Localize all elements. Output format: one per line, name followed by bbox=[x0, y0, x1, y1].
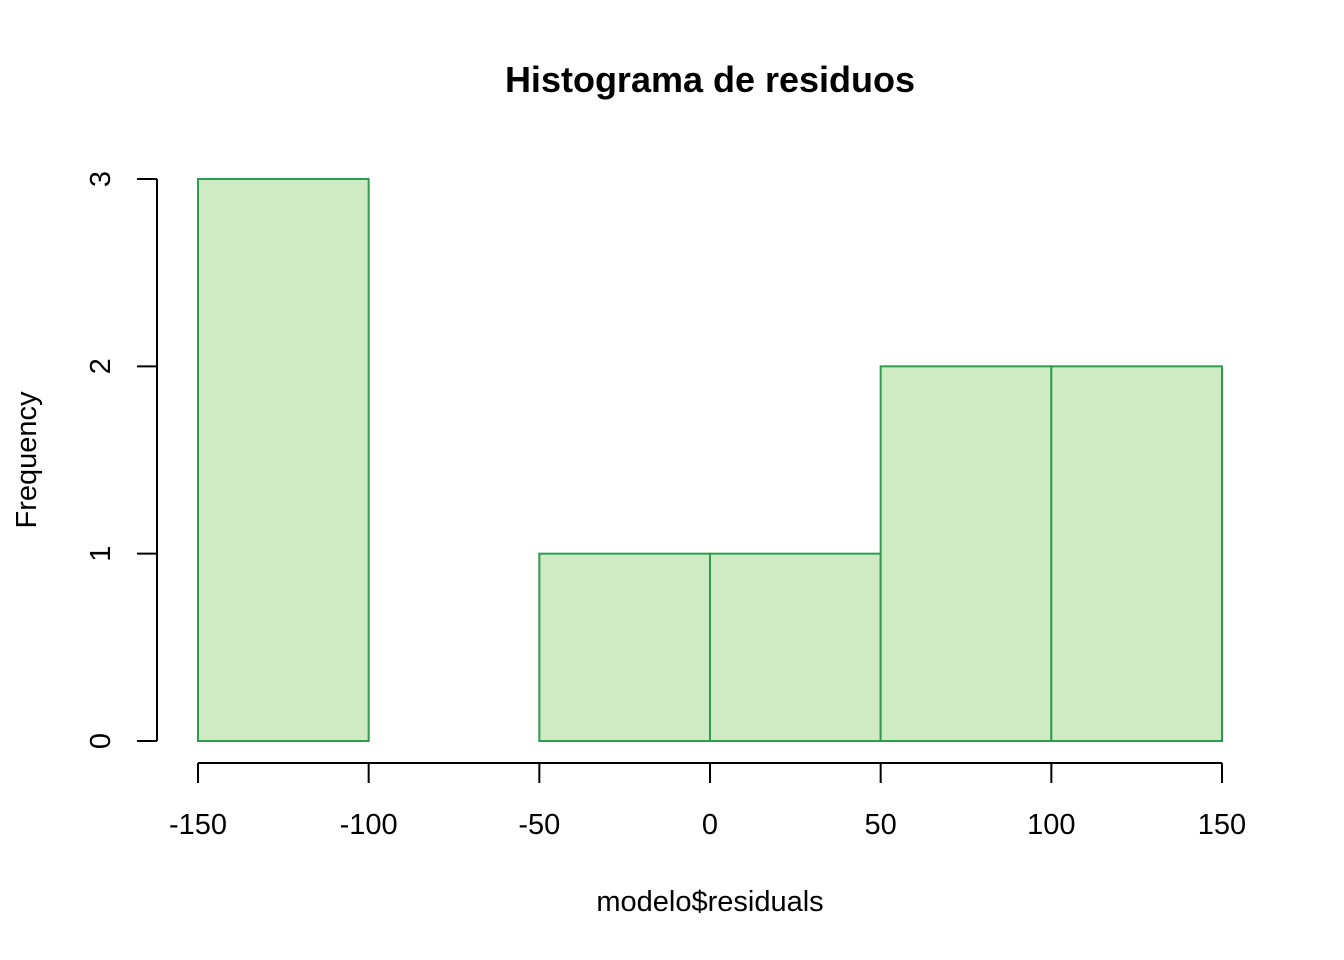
chart-title: Histograma de residuos bbox=[505, 59, 915, 100]
bars-group bbox=[197, 178, 1224, 743]
x-axis-label: modelo$residuals bbox=[596, 886, 823, 918]
x-tick-label-3: 0 bbox=[702, 809, 718, 841]
y-axis-label: Frequency bbox=[11, 391, 43, 529]
histogram-bar-0 bbox=[197, 178, 370, 742]
x-tick-label-5: 100 bbox=[1027, 809, 1075, 841]
histogram-bar-5 bbox=[1050, 365, 1224, 742]
histogram-bar-2 bbox=[538, 552, 711, 743]
y-tick-label-2: 2 bbox=[85, 358, 117, 374]
y-tick-label-3: 3 bbox=[85, 171, 117, 187]
y-tick-label-0: 0 bbox=[85, 733, 117, 749]
x-tick-label-2: -50 bbox=[518, 809, 560, 841]
x-tick-label-4: 50 bbox=[865, 809, 897, 841]
y-axis: 0 1 2 3 bbox=[85, 171, 158, 749]
x-tick-label-1: -100 bbox=[340, 809, 398, 841]
x-tick-label-0: -150 bbox=[169, 809, 227, 841]
histogram-bar-4 bbox=[879, 365, 1053, 742]
y-tick-label-1: 1 bbox=[85, 546, 117, 562]
x-axis: -150 -100 -50 0 50 100 150 bbox=[169, 762, 1246, 841]
x-tick-label-6: 150 bbox=[1198, 809, 1246, 841]
histogram-bar-3 bbox=[709, 552, 882, 743]
